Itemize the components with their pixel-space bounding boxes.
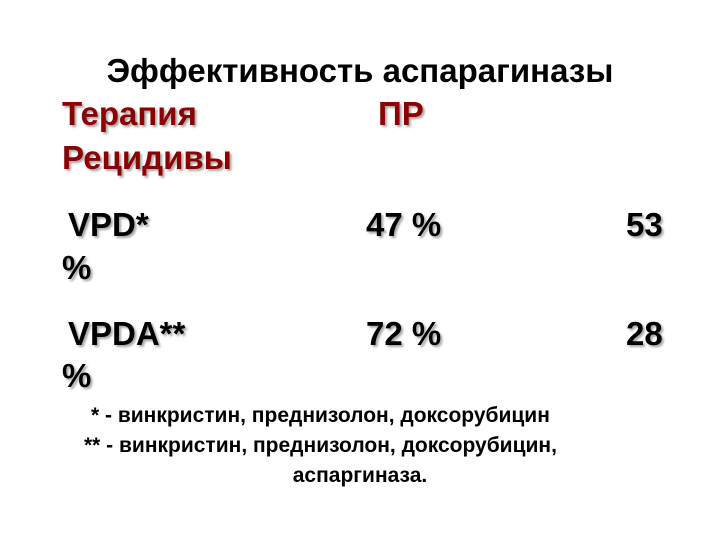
row-vpda-unit: % [62, 357, 92, 394]
row-vpda-cr: 72 % [366, 315, 442, 352]
header-relapses: Рецидивы [62, 139, 232, 176]
header-therapy: Терапия [62, 95, 197, 132]
row-vpda-relapses: 28 [626, 315, 663, 352]
footnote-vpda: ** - винкристин, преднизолон, доксорубиц… [84, 434, 557, 457]
footnote-vpd: * - винкристин, преднизолон, доксорубици… [91, 404, 550, 427]
header-cr: ПР [378, 95, 424, 132]
row-vpd-cr: 47 % [366, 206, 442, 243]
footnote-vpda-cont: аспаргиназа. [292, 464, 428, 487]
row-vpda-therapy: VPDA** [68, 315, 186, 352]
slide-title: Эффективность аспарагиназы [106, 52, 614, 89]
row-vpd-relapses: 53 [626, 206, 663, 243]
row-vpd-unit: % [62, 249, 92, 286]
row-vpd-therapy: VPD* [68, 206, 149, 243]
